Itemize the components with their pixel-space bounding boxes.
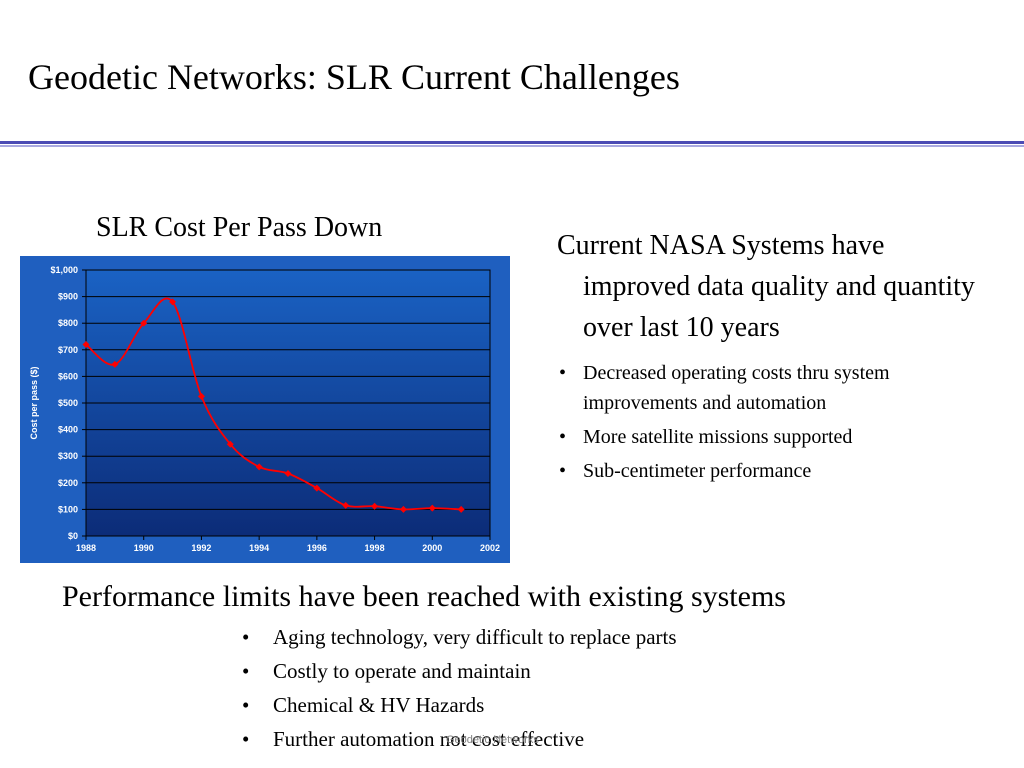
bullet-dot: • xyxy=(242,625,250,649)
cost-data-point xyxy=(169,298,177,306)
y-tick-label: $0 xyxy=(68,531,78,541)
bottom-bullet: • Costly to operate and maintain xyxy=(242,656,802,687)
cost-data-point xyxy=(255,463,263,471)
slide-title: Geodetic Networks: SLR Current Challenge… xyxy=(28,57,680,97)
bottom-heading: Performance limits have been reached wit… xyxy=(62,580,786,613)
cost-data-point xyxy=(284,469,292,477)
cost-data-point xyxy=(342,501,350,509)
y-tick-label: $100 xyxy=(58,504,78,514)
bullet-dot: • xyxy=(559,426,567,448)
right-panel: Current NASA Systems have improved data … xyxy=(557,225,997,490)
cost-per-pass-chart: $0 $100 $200 $300 $400 $500 $600 $700 $800 $900 $1… xyxy=(20,256,510,563)
x-tick-label: 2000 xyxy=(422,543,442,553)
right-bullet-text: Decreased operating costs thru system im… xyxy=(583,362,890,414)
y-tick-label: $900 xyxy=(58,292,78,302)
cost-series-line xyxy=(85,297,462,511)
cost-data-point xyxy=(111,360,119,368)
cost-data-point xyxy=(197,392,205,400)
right-bullet-text: Sub-centimeter performance xyxy=(583,460,812,482)
right-bullet: • More satellite missions supported xyxy=(557,422,997,452)
bullet-dot: • xyxy=(242,727,250,751)
chart-heading: SLR Cost Per Pass Down xyxy=(96,212,383,243)
bottom-bullet-text: Chemical & HV Hazards xyxy=(273,693,485,717)
bottom-bullet: • Further automation not cost effective xyxy=(242,724,802,755)
cost-data-point xyxy=(140,319,148,327)
x-tick-label: 2002 xyxy=(480,543,500,553)
title-divider-light xyxy=(0,145,1024,147)
x-tick-label: 1998 xyxy=(365,543,385,553)
x-tick-label: 1990 xyxy=(134,543,154,553)
cost-data-point xyxy=(226,440,234,448)
bullet-dot: • xyxy=(242,693,250,717)
right-lead-text: Current NASA Systems have improved data … xyxy=(557,230,975,343)
x-tick-label: 1994 xyxy=(249,543,269,553)
bottom-bullet: • Chemical & HV Hazards xyxy=(242,690,802,721)
bottom-bullet-text: Further automation not cost effective xyxy=(273,727,585,751)
bottom-bullet-list: • Aging technology, very difficult to rep… xyxy=(242,622,802,758)
y-tick-label: $700 xyxy=(58,345,78,355)
cost-data-point xyxy=(428,504,436,512)
x-tick-label: 1992 xyxy=(191,543,211,553)
cost-data-point xyxy=(82,340,90,348)
cost-data-point xyxy=(371,502,379,510)
y-axis-label: Cost per pass ($) xyxy=(29,366,39,439)
bottom-bullet-text: Costly to operate and maintain xyxy=(273,659,531,683)
bottom-bullet: • Aging technology, very difficult to rep… xyxy=(242,622,802,653)
y-tick-label: $800 xyxy=(58,318,78,328)
bottom-bullet-text: Aging technology, very difficult to repl… xyxy=(273,625,677,649)
y-tick-label: $1,000 xyxy=(50,265,78,275)
cost-data-point xyxy=(399,505,407,513)
y-tick-label: $300 xyxy=(58,451,78,461)
y-tick-label: $600 xyxy=(58,371,78,381)
y-tick-label: $400 xyxy=(58,425,78,435)
y-tick-label: $500 xyxy=(58,398,78,408)
bullet-dot: • xyxy=(559,460,567,482)
right-bullet: • Sub-centimeter performance xyxy=(557,456,997,486)
right-bullet-text: More satellite missions supported xyxy=(583,426,853,448)
x-tick-label: 1996 xyxy=(307,543,327,553)
bullet-dot: • xyxy=(242,659,250,683)
title-divider xyxy=(0,141,1024,144)
cost-data-point xyxy=(457,505,465,513)
y-tick-label: $200 xyxy=(58,478,78,488)
x-tick-label: 1988 xyxy=(76,543,96,553)
bullet-dot: • xyxy=(559,362,567,384)
right-bullet: • Decreased operating costs thru system i… xyxy=(557,358,997,418)
cost-data-point xyxy=(313,484,321,492)
slide-footer: Geodetic Networks xyxy=(446,734,539,746)
